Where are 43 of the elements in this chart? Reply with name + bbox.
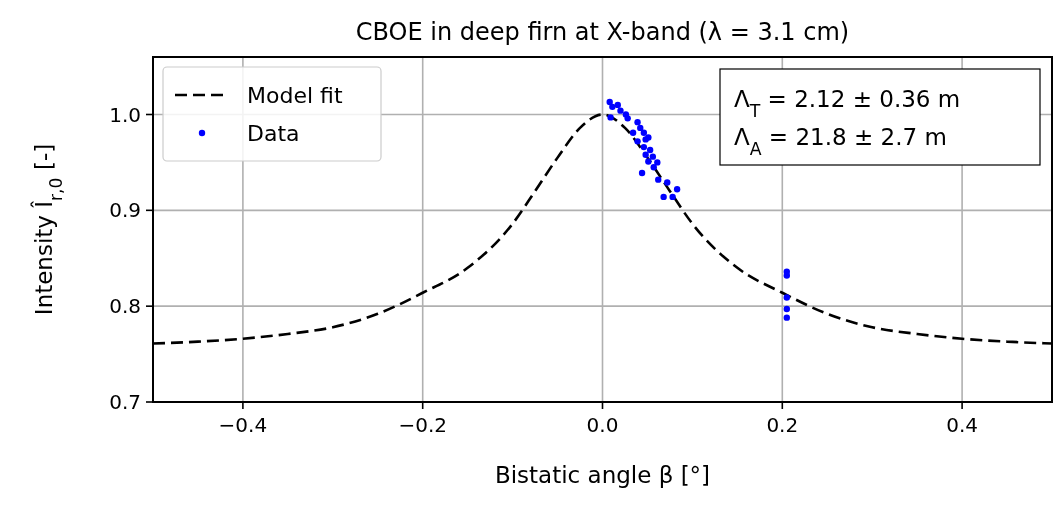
x-axis-title: Bistatic angle β [°]: [494, 462, 711, 488]
annotation: Λ$_{A}$ = 21.8 ± 2.7 m: [734, 124, 947, 159]
point: [664, 179, 671, 186]
point: [783, 314, 790, 321]
point: [783, 294, 790, 301]
point: [622, 111, 630, 118]
point: [614, 101, 621, 109]
x-tick-label: 0.4: [946, 413, 979, 437]
point: [673, 186, 681, 193]
point: [660, 193, 667, 201]
chart-title: CBOE in deep firn at X-band (λ = 3.1 cm): [355, 18, 850, 46]
x-tick-label: 0.2: [766, 413, 799, 437]
point: [617, 107, 624, 114]
point: [634, 138, 641, 145]
y-tick-label: 1.0: [109, 102, 141, 127]
point: [655, 176, 662, 183]
y-tick-label: 0.9: [109, 198, 141, 223]
y-tick-label: 0.7: [109, 390, 141, 414]
x-tick-label: 0.0: [586, 413, 619, 437]
point: [637, 124, 644, 132]
point: [638, 169, 646, 177]
point: [609, 103, 616, 111]
legend-label: Data: [247, 121, 300, 146]
point: [650, 164, 657, 171]
x-tick-label: −0.2: [398, 413, 447, 437]
point: [640, 143, 648, 151]
point: [646, 146, 654, 154]
point: [640, 129, 648, 136]
y-tick-label: 0.8: [109, 294, 141, 319]
point: [645, 158, 652, 165]
point: [783, 305, 790, 313]
point: [669, 193, 676, 201]
legend-label: Model fit: [247, 83, 343, 108]
point: [649, 153, 657, 160]
point: [629, 129, 637, 136]
point: [607, 114, 614, 121]
point: [654, 159, 661, 166]
point: [783, 272, 790, 279]
point: [634, 118, 641, 126]
point: [606, 98, 613, 106]
x-tick-label: −0.4: [218, 413, 268, 437]
point: [642, 151, 649, 158]
annotation: Λ$_{T}$ = 2.12 ± 0.36 m: [734, 86, 961, 121]
